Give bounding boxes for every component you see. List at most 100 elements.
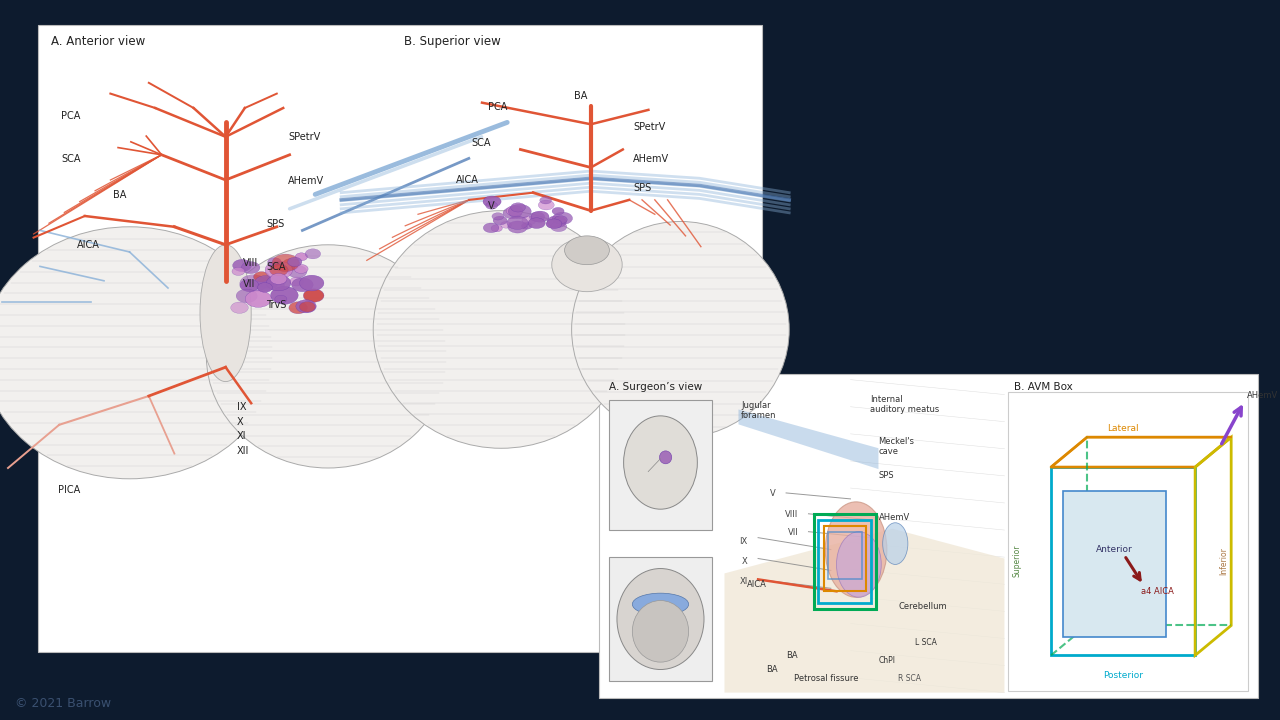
Text: R SCA: R SCA — [899, 674, 922, 683]
Text: B. AVM Box: B. AVM Box — [1014, 382, 1073, 392]
Ellipse shape — [273, 254, 300, 271]
Bar — [1062, 491, 1166, 637]
Text: XI: XI — [237, 431, 246, 441]
Ellipse shape — [554, 216, 567, 224]
Ellipse shape — [236, 289, 257, 302]
Text: Inferior: Inferior — [1219, 547, 1229, 575]
Text: SCA: SCA — [61, 154, 81, 164]
Ellipse shape — [826, 502, 887, 598]
Text: Lateral: Lateral — [1107, 424, 1139, 433]
Text: AICA: AICA — [457, 175, 479, 185]
Ellipse shape — [305, 249, 321, 259]
Ellipse shape — [273, 282, 284, 289]
Text: IX: IX — [740, 536, 748, 546]
Ellipse shape — [883, 523, 908, 564]
Text: BA: BA — [113, 190, 125, 200]
Ellipse shape — [530, 212, 545, 222]
Text: ChPl: ChPl — [878, 656, 896, 665]
Ellipse shape — [503, 207, 522, 219]
Polygon shape — [724, 528, 1005, 693]
Bar — [814, 514, 876, 609]
Ellipse shape — [485, 202, 498, 210]
Ellipse shape — [288, 265, 307, 278]
Bar — [824, 526, 865, 591]
Ellipse shape — [270, 287, 298, 305]
Ellipse shape — [564, 236, 609, 265]
Ellipse shape — [550, 222, 567, 232]
Text: VII: VII — [787, 528, 799, 536]
Ellipse shape — [288, 257, 302, 266]
Ellipse shape — [233, 259, 251, 271]
Ellipse shape — [507, 216, 529, 230]
Ellipse shape — [511, 203, 526, 212]
Text: SPS: SPS — [878, 471, 895, 480]
Ellipse shape — [242, 261, 260, 274]
Ellipse shape — [296, 300, 316, 313]
Bar — [38, 25, 762, 652]
Text: Jugular
foramen: Jugular foramen — [741, 401, 777, 420]
Ellipse shape — [246, 290, 271, 307]
Ellipse shape — [270, 264, 288, 276]
Text: AHemV: AHemV — [878, 513, 910, 522]
Ellipse shape — [552, 207, 564, 215]
Ellipse shape — [255, 276, 278, 291]
Ellipse shape — [257, 283, 273, 292]
Ellipse shape — [508, 204, 531, 219]
Ellipse shape — [549, 220, 561, 227]
Ellipse shape — [294, 264, 308, 274]
Ellipse shape — [508, 221, 527, 233]
Ellipse shape — [266, 275, 291, 291]
Text: A. Anterior view: A. Anterior view — [51, 35, 146, 48]
Ellipse shape — [540, 197, 552, 204]
Ellipse shape — [539, 200, 554, 210]
Ellipse shape — [230, 302, 248, 313]
Ellipse shape — [552, 238, 622, 292]
Text: PCA: PCA — [61, 111, 81, 121]
Ellipse shape — [232, 267, 244, 276]
Bar — [1007, 392, 1248, 691]
Bar — [609, 557, 712, 680]
Ellipse shape — [836, 531, 881, 598]
Text: BA: BA — [575, 91, 588, 101]
Text: XI: XI — [740, 577, 748, 586]
Ellipse shape — [531, 211, 549, 222]
Text: SPS: SPS — [266, 219, 284, 229]
Text: A. Surgeon’s view: A. Surgeon’s view — [609, 382, 703, 392]
Text: BA: BA — [786, 652, 797, 660]
Text: SPS: SPS — [634, 182, 652, 192]
Text: AHemV: AHemV — [634, 153, 669, 163]
Ellipse shape — [506, 206, 524, 216]
Ellipse shape — [484, 223, 499, 233]
Text: PICA: PICA — [58, 485, 79, 495]
Text: SCA: SCA — [472, 138, 492, 148]
Ellipse shape — [374, 211, 630, 449]
Bar — [599, 374, 1258, 698]
Ellipse shape — [617, 569, 704, 670]
Bar — [609, 400, 712, 530]
Text: XII: XII — [237, 446, 250, 456]
Ellipse shape — [522, 216, 536, 225]
Text: L SCA: L SCA — [915, 638, 937, 647]
Ellipse shape — [659, 451, 672, 464]
Text: IX: IX — [237, 402, 246, 413]
Ellipse shape — [572, 222, 790, 438]
Text: X: X — [237, 417, 243, 427]
Ellipse shape — [492, 225, 502, 232]
Text: AICA: AICA — [746, 580, 767, 589]
Ellipse shape — [300, 275, 324, 291]
Text: BA: BA — [767, 665, 778, 674]
Ellipse shape — [632, 600, 689, 662]
Text: a4 AICA: a4 AICA — [1140, 587, 1174, 596]
Text: X: X — [742, 557, 748, 567]
Ellipse shape — [296, 253, 307, 261]
Ellipse shape — [257, 276, 275, 288]
Text: AHemV: AHemV — [288, 176, 324, 186]
Text: AICA: AICA — [77, 240, 100, 251]
Text: Anterior: Anterior — [1096, 545, 1133, 554]
Ellipse shape — [553, 212, 572, 225]
Text: SPetrV: SPetrV — [288, 132, 320, 143]
Ellipse shape — [206, 245, 449, 468]
Ellipse shape — [270, 274, 287, 284]
Ellipse shape — [283, 258, 301, 270]
Text: V.: V. — [489, 200, 497, 210]
